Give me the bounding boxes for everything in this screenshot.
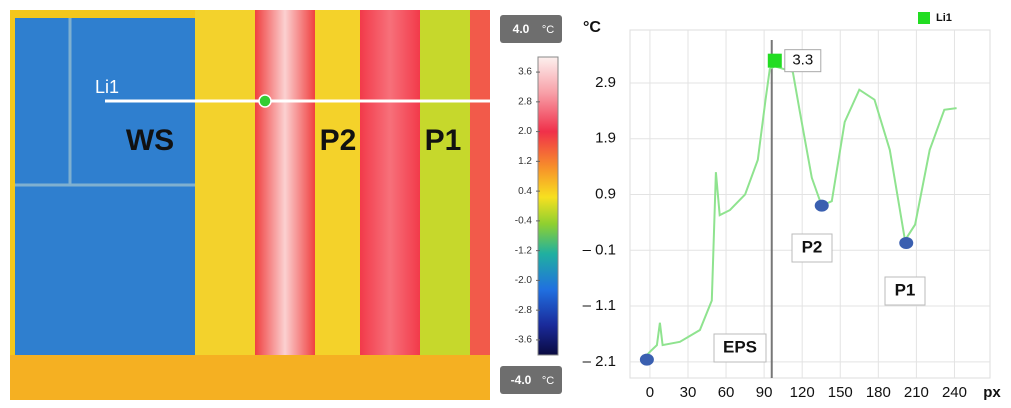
value-label: 3.3 <box>792 52 813 69</box>
x-tick-label: 240 <box>942 384 967 401</box>
x-tick-label: 150 <box>828 384 853 401</box>
image-label: P1 <box>425 124 462 157</box>
thermal-image <box>10 10 490 400</box>
x-tick-label: 90 <box>756 384 773 401</box>
image-label: Li1 <box>95 77 119 97</box>
annotation: P2 <box>802 237 823 256</box>
x-tick-label: 0 <box>646 384 654 401</box>
line-chart: 2.9 1.9 0.9 – 0.1 – 1.1 – 2.1 0 30 60 90 120 150 180… <box>583 12 1002 401</box>
colorbar-tick-label: 2.8 <box>518 96 532 107</box>
x-tick-label: 60 <box>718 384 735 401</box>
y-tick-label: 2.9 <box>595 74 616 91</box>
x-tick-label: 180 <box>866 384 891 401</box>
y-tick-label: – 1.1 <box>583 297 616 314</box>
y-tick-label: – 2.1 <box>583 353 616 370</box>
colorbar-tick-label: 0.4 <box>518 186 532 197</box>
image-label: P2 <box>320 124 357 157</box>
y-tick-label: – 0.1 <box>583 241 616 258</box>
x-axis-label: px <box>983 384 1001 401</box>
colorbar-unit: °C <box>542 24 554 36</box>
colorbar-tick-label: 1.2 <box>518 156 532 167</box>
colorbar-tick-label: -1.2 <box>515 245 533 256</box>
legend-swatch <box>918 12 930 24</box>
colorbar-min: -4.0 <box>511 373 532 387</box>
colorbar-tick-label: -3.6 <box>515 335 533 346</box>
image-label: WS <box>126 124 174 157</box>
min-marker <box>815 200 829 212</box>
x-tick-label: 30 <box>680 384 697 401</box>
colorbar-tick-label: -0.4 <box>515 216 533 227</box>
figure: Li1 WS P2 P1 4.0 °C -4.0 °C 3.6 2.8 2.0 1.2 0.4 -0.4… <box>0 0 1011 403</box>
legend-label: Li1 <box>936 12 952 24</box>
x-tick-label: 210 <box>904 384 929 401</box>
min-marker <box>640 354 654 366</box>
annotation: P1 <box>895 280 916 299</box>
max-marker <box>768 54 782 68</box>
colorbar-tick-label: 2.0 <box>518 126 532 137</box>
min-marker <box>899 237 913 249</box>
colorbar-tick-label: -2.8 <box>515 305 533 316</box>
colorbar-unit: °C <box>542 375 554 387</box>
y-tick-label: 0.9 <box>595 185 616 202</box>
colorbar-tick-label: -2.0 <box>515 275 533 286</box>
plot-area <box>630 30 990 378</box>
y-axis-label: °C <box>583 19 601 36</box>
colorbar-tick-label: 3.6 <box>518 67 532 78</box>
y-tick-label: 1.9 <box>595 130 616 147</box>
colorbar-max: 4.0 <box>513 22 530 36</box>
annotation: EPS <box>723 337 757 356</box>
x-tick-label: 120 <box>790 384 815 401</box>
